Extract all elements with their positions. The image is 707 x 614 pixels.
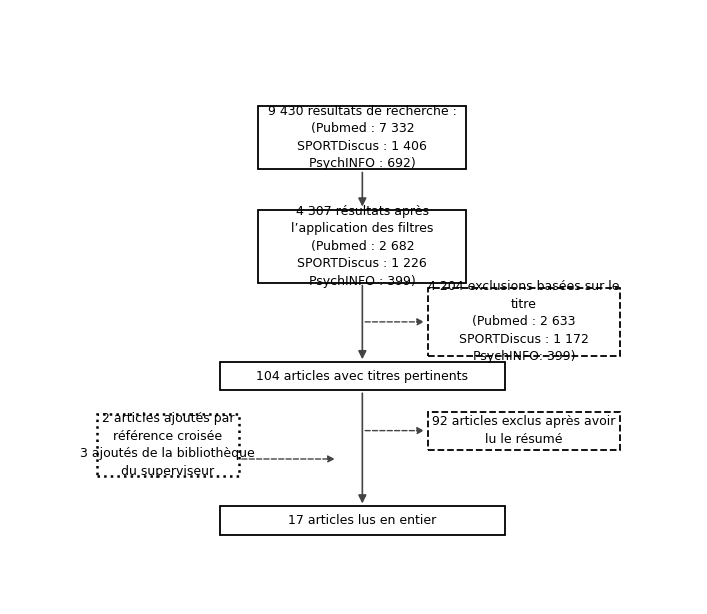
Text: 104 articles avec titres pertinents: 104 articles avec titres pertinents	[257, 370, 468, 383]
Bar	[220, 507, 505, 535]
Bar	[428, 412, 620, 449]
Bar	[220, 362, 505, 391]
Bar	[258, 209, 467, 283]
Text: 9 430 résultats de recherche :
(Pubmed : 7 332
SPORTDiscus : 1 406
PsychINFO : 6: 9 430 résultats de recherche : (Pubmed :…	[268, 105, 457, 170]
Text: 4 204 exclusions basées sur le
titre
(Pubmed : 2 633
SPORTDiscus : 1 172
PsychIN: 4 204 exclusions basées sur le titre (Pu…	[428, 281, 620, 363]
Text: 2 articles ajoutés par
référence croisée
3 ajoutés de la bibliothèque
du supervi: 2 articles ajoutés par référence croisée…	[81, 412, 255, 478]
Bar	[97, 414, 239, 475]
Text: 92 articles exclus après avoir
lu le résumé: 92 articles exclus après avoir lu le rés…	[432, 416, 616, 446]
Bar	[258, 106, 467, 169]
Text: 17 articles lus en entier: 17 articles lus en entier	[288, 514, 436, 527]
Text: 4 307 résultats après
l’application des filtres
(Pubmed : 2 682
SPORTDiscus : 1 : 4 307 résultats après l’application des …	[291, 204, 433, 288]
Bar	[428, 287, 620, 356]
